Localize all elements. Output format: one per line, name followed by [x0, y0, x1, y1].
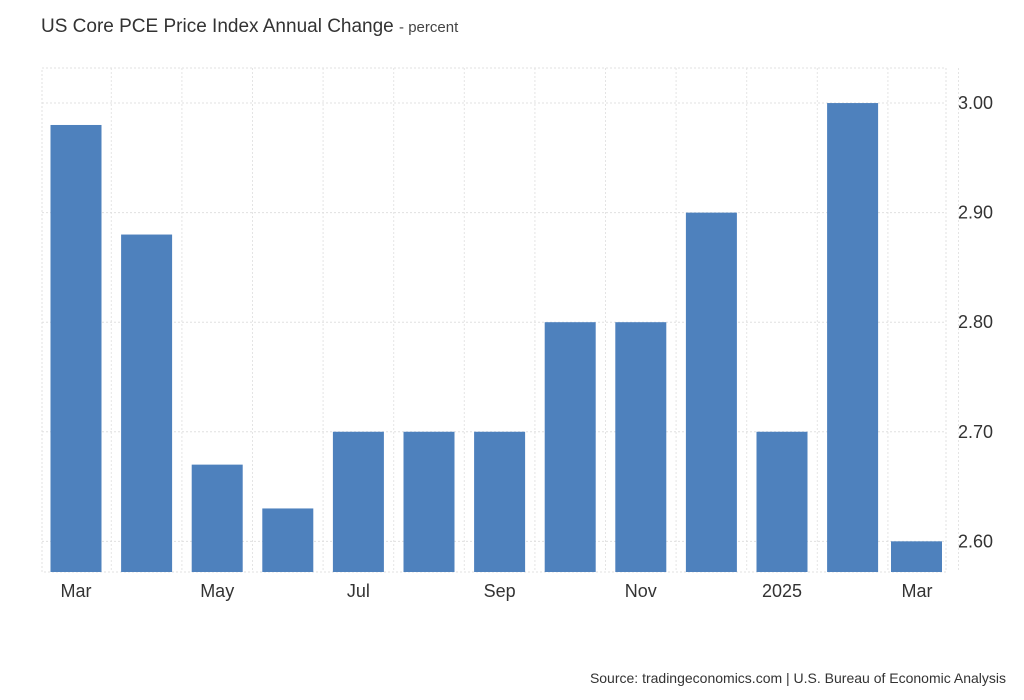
unit-label: - percent: [399, 19, 459, 36]
y-tick-label: 2.80: [958, 312, 993, 332]
bar-mar-2025: [891, 541, 942, 572]
title-text: US Core PCE Price Index Annual Change: [41, 16, 394, 37]
bar-sep-2024: [474, 431, 526, 572]
y-tick-label: 2.70: [958, 422, 993, 442]
bar-apr-2024: [121, 234, 173, 572]
bar-nov-2024: [615, 322, 667, 572]
x-tick-label: 2025: [762, 581, 802, 601]
x-tick-label: May: [200, 581, 234, 601]
bar-jun-2024: [262, 508, 314, 572]
bar-aug-2024: [403, 431, 455, 572]
bar-jan-2025: [756, 431, 808, 572]
chart-title: US Core PCE Price Index Annual Change - …: [41, 16, 458, 38]
x-tick-label: Nov: [625, 581, 657, 601]
y-tick-label: 3.00: [958, 93, 993, 113]
bar-dec-2024: [685, 212, 737, 572]
x-tick-label: Jul: [347, 581, 370, 601]
bar-jul-2024: [332, 431, 384, 572]
x-tick-label: Mar: [902, 581, 933, 601]
source-note: Source: tradingeconomics.com | U.S. Bure…: [589, 670, 1006, 686]
bar-oct-2024: [544, 322, 596, 572]
x-tick-label: Sep: [484, 581, 516, 601]
bar-mar-2024: [50, 124, 102, 573]
bar-may-2024: [191, 464, 243, 572]
unit-text: percent: [408, 19, 459, 36]
y-tick-label: 2.90: [958, 203, 993, 223]
bar-feb-2025: [827, 103, 879, 573]
x-tick-label: Mar: [61, 581, 92, 601]
y-tick-label: 2.60: [958, 531, 993, 551]
